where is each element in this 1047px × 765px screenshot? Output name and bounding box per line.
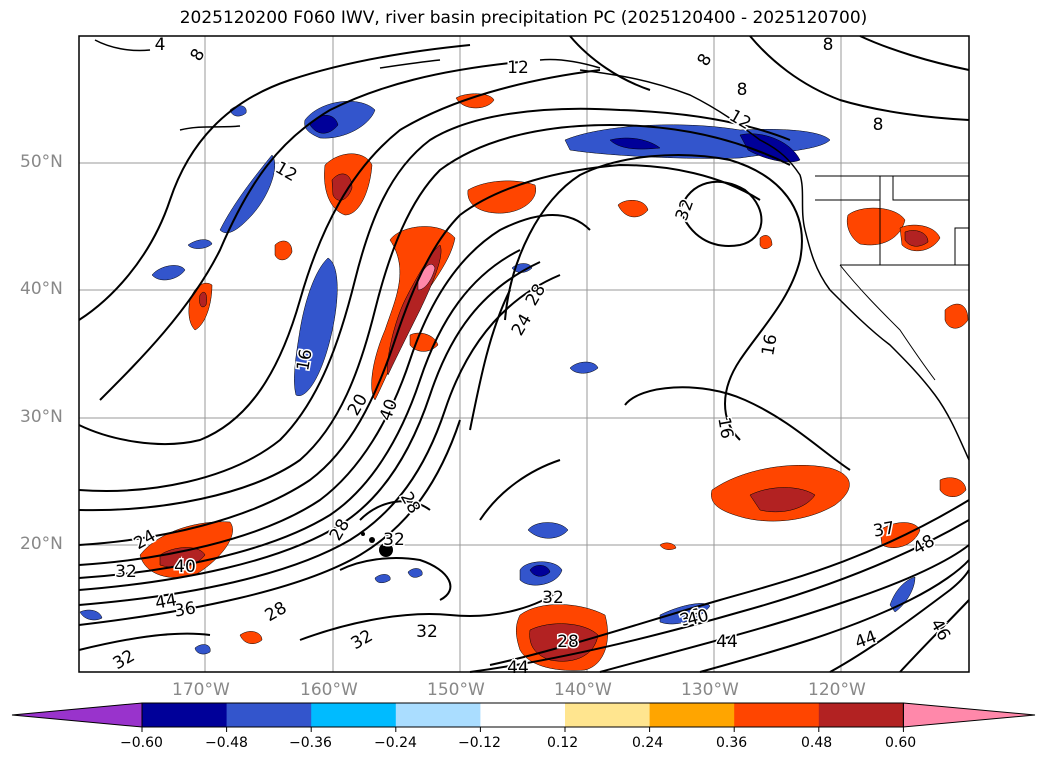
colorbar-extend-high bbox=[902, 702, 1036, 728]
precip-anomaly-fill bbox=[79, 93, 969, 671]
colorbar-segment bbox=[142, 703, 228, 727]
contour-label: 40 bbox=[174, 557, 196, 577]
colorbar-tick-label: 0.48 bbox=[801, 735, 833, 751]
colorbar-segment bbox=[311, 703, 397, 727]
precip-blob bbox=[749, 487, 816, 513]
precip-blob bbox=[417, 264, 436, 291]
precip-blob bbox=[407, 568, 423, 578]
precip-blob bbox=[455, 93, 495, 109]
colorbar bbox=[11, 702, 1036, 732]
colorbar-outline bbox=[141, 702, 904, 728]
contour-label: 8 bbox=[737, 80, 748, 100]
lat-label-50n: 50°N bbox=[20, 152, 63, 172]
colorbar-segment bbox=[480, 703, 566, 727]
contour-label: 16 bbox=[713, 416, 736, 441]
colorbar-tick-label: 0.24 bbox=[632, 735, 664, 751]
precip-blob bbox=[889, 576, 916, 613]
lon-label-170w: 170°W bbox=[172, 680, 230, 700]
colorbar-tick-label: 0.36 bbox=[716, 735, 748, 751]
precip-blob bbox=[659, 603, 711, 625]
colorbar-segment bbox=[734, 703, 820, 727]
political-borders bbox=[815, 175, 970, 381]
contour-label: 44 bbox=[507, 658, 529, 678]
contour-label: 8 bbox=[873, 115, 884, 135]
precip-blob bbox=[374, 574, 391, 583]
precip-blob bbox=[331, 173, 353, 201]
precip-blob bbox=[239, 631, 263, 644]
contour-label: 32 bbox=[383, 530, 405, 550]
precip-blob bbox=[151, 265, 186, 281]
lon-label-120w: 120°W bbox=[808, 680, 866, 700]
colorbar-segment bbox=[649, 703, 735, 727]
precip-blob bbox=[79, 609, 103, 621]
colorbar-tick-label: −0.60 bbox=[120, 735, 163, 751]
colorbar-segment bbox=[818, 703, 904, 727]
lon-label-130w: 130°W bbox=[681, 680, 739, 700]
precip-blob bbox=[904, 230, 929, 247]
hawaii-islands bbox=[361, 532, 393, 557]
lat-label-40n: 40°N bbox=[20, 279, 63, 299]
contour-label: 44 bbox=[716, 632, 738, 652]
contour-label: 32 bbox=[542, 588, 564, 608]
precip-blob bbox=[739, 133, 801, 163]
lon-label-140w: 140°W bbox=[554, 680, 612, 700]
precip-blob bbox=[294, 257, 338, 396]
lat-label-20n: 20°N bbox=[20, 534, 63, 554]
colorbar-tick-label: 0.60 bbox=[885, 735, 917, 751]
colorbar-segment bbox=[565, 703, 651, 727]
precip-blob bbox=[939, 477, 967, 497]
contour-label: 28 bbox=[557, 632, 579, 652]
contour-label: 16 bbox=[758, 333, 781, 358]
precip-blob bbox=[467, 180, 537, 214]
iwv-contours bbox=[78, 35, 970, 673]
colorbar-segment bbox=[395, 703, 481, 727]
colorbar-tick-label: −0.12 bbox=[458, 735, 501, 751]
colorbar-tick-label: −0.24 bbox=[374, 735, 417, 751]
contour-label: 32 bbox=[416, 622, 438, 642]
colorbar-segment bbox=[226, 703, 312, 727]
contour-label: 4 bbox=[155, 35, 166, 55]
precip-blob bbox=[659, 542, 677, 550]
precip-blob bbox=[529, 565, 551, 577]
colorbar-tick-label: −0.48 bbox=[205, 735, 248, 751]
lon-label-150w: 150°W bbox=[427, 680, 485, 700]
contour-label: 8 bbox=[823, 35, 834, 55]
colorbar-tick-label: −0.36 bbox=[289, 735, 332, 751]
contour-label: 37 bbox=[872, 518, 897, 541]
precip-blob bbox=[527, 522, 569, 539]
colorbar-tick-label: 0.12 bbox=[547, 735, 579, 751]
precip-blob bbox=[759, 235, 773, 249]
contour-label: 32 bbox=[115, 562, 137, 582]
colorbar-extend-low bbox=[11, 702, 143, 728]
precip-blob bbox=[846, 207, 906, 246]
contour-label: 44 bbox=[154, 590, 179, 613]
map-area: 4 8 88881212121616162024242828282828323232… bbox=[78, 34, 970, 680]
lon-label-160w: 160°W bbox=[300, 680, 358, 700]
precip-blob bbox=[199, 291, 207, 308]
precip-blob bbox=[187, 239, 213, 249]
precip-blob bbox=[569, 361, 599, 374]
precip-blob bbox=[274, 240, 293, 261]
precip-blob bbox=[194, 644, 211, 655]
precip-blob bbox=[609, 137, 661, 150]
map-title: 2025120200 F060 IWV, river basin precipi… bbox=[179, 8, 868, 28]
contour-label: 16 bbox=[293, 348, 316, 373]
lat-label-30n: 30°N bbox=[20, 407, 63, 427]
coastline bbox=[94, 39, 970, 461]
contour-label: 12 bbox=[507, 58, 529, 78]
precip-blob bbox=[617, 200, 649, 218]
precip-blob bbox=[944, 303, 969, 329]
